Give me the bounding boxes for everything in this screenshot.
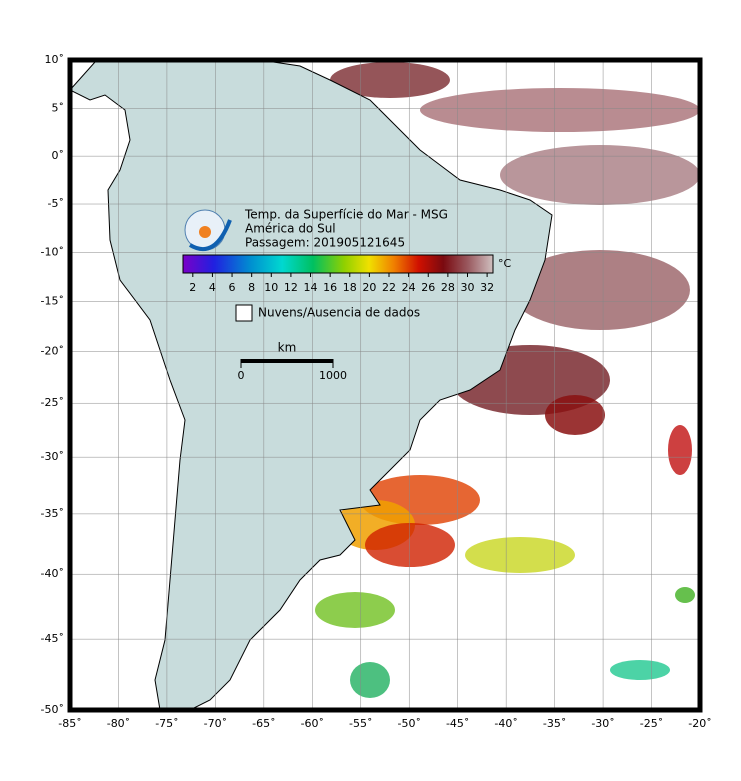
lat-tick-label: 5˚ [52, 101, 65, 114]
colorbar-tick-label: 2 [189, 281, 196, 294]
title-line: Temp. da Superfície do Mar - MSG [244, 208, 448, 222]
colorbar-tick-label: 28 [441, 281, 455, 294]
lon-tick-label: -65˚ [252, 717, 275, 730]
lat-tick-label: -20˚ [41, 344, 64, 357]
lon-tick-label: -70˚ [204, 717, 227, 730]
scale-tick-label: 1000 [319, 369, 347, 382]
colorbar-tick-label: 26 [421, 281, 435, 294]
lon-tick-label: -55˚ [349, 717, 372, 730]
lon-tick-label: -45˚ [446, 717, 469, 730]
colorbar-tick-label: 30 [460, 281, 474, 294]
title-line: Passagem: 201905121645 [245, 236, 405, 250]
no-data-swatch [235, 304, 253, 322]
colorbar-tick-label: 22 [382, 281, 396, 294]
lon-tick-label: -60˚ [301, 717, 324, 730]
lon-tick-label: -40˚ [494, 717, 517, 730]
land [69, 57, 553, 711]
lat-tick-label: -25˚ [41, 396, 64, 409]
lon-tick-label: -25˚ [640, 717, 663, 730]
colorbar-tick-label: 10 [264, 281, 278, 294]
lon-tick-label: -20˚ [688, 717, 711, 730]
lat-tick-label: -10˚ [41, 245, 64, 258]
sst-patches [315, 62, 700, 698]
map-logo [184, 209, 232, 252]
lat-tick-label: -30˚ [41, 450, 64, 463]
lat-tick-label: 0˚ [52, 149, 65, 162]
scale-bar-rect [241, 359, 333, 363]
colorbar-tick-label: 12 [284, 281, 298, 294]
colorbar-unit: °C [498, 257, 512, 270]
colorbar-tick-label: 6 [229, 281, 236, 294]
lon-tick-label: -75˚ [155, 717, 178, 730]
lat-tick-label: -45˚ [41, 632, 64, 645]
colorbar-tick-label: 20 [362, 281, 376, 294]
colorbar-ramp [182, 254, 494, 274]
lon-tick-label: -30˚ [591, 717, 614, 730]
colorbar-tick-label: 24 [402, 281, 416, 294]
colorbar-tick-label: 8 [248, 281, 255, 294]
lon-tick-label: -50˚ [397, 717, 420, 730]
colorbar-tick-label: 4 [209, 281, 216, 294]
lon-tick-label: -35˚ [543, 717, 566, 730]
map-frame [67, 57, 703, 713]
lat-tick-label: -5˚ [48, 197, 64, 210]
lon-tick-label: -85˚ [58, 717, 81, 730]
lat-tick-label: -35˚ [41, 507, 64, 520]
colorbar: °C 2 4 6 8 10 12 14 16 18 20 22 24 26 28 30 32 [182, 254, 512, 294]
colorbar-tick-label: 32 [480, 281, 494, 294]
lat-tick-label: -50˚ [41, 703, 64, 716]
no-data-label: Nuvens/Ausencia de dados [258, 306, 420, 320]
scale-tick-label: 0 [238, 369, 245, 382]
colorbar-tick-label: 16 [323, 281, 337, 294]
lat-tick-label: -40˚ [41, 567, 64, 580]
lon-tick-label: -80˚ [107, 717, 130, 730]
colorbar-tick-label: 18 [343, 281, 357, 294]
lat-tick-label: -15˚ [41, 294, 64, 307]
colorbar-tick-label: 14 [304, 281, 318, 294]
title-line: América do Sul [245, 222, 336, 236]
scale-unit: km [278, 341, 297, 355]
scale-bar: km 0 1000 [238, 341, 348, 383]
lat-tick-label: 10˚ [45, 53, 65, 66]
